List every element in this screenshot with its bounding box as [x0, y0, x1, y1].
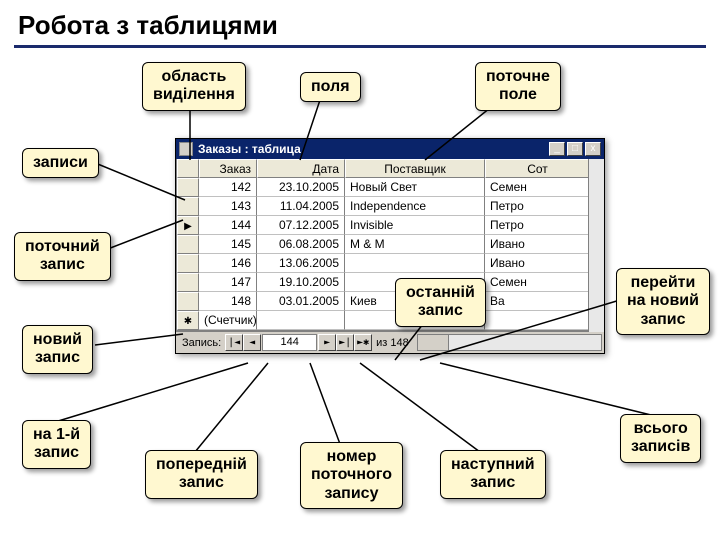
row-selector[interactable] — [177, 292, 199, 311]
callout-current-record: поточнийзапис — [14, 232, 111, 281]
cell[interactable]: 148 — [199, 292, 257, 311]
title-rule — [14, 45, 706, 48]
horizontal-scrollbar[interactable] — [417, 334, 602, 351]
cell[interactable]: 11.04.2005 — [257, 197, 345, 216]
table-window: Заказы : таблица _ □ x Заказ Дата Постав… — [175, 138, 605, 354]
table-row[interactable]: 142 23.10.2005 Новый Свет Семен — [177, 178, 603, 197]
nav-last-button[interactable]: ►| — [336, 334, 354, 351]
cell[interactable]: 23.10.2005 — [257, 178, 345, 197]
cell[interactable]: 145 — [199, 235, 257, 254]
callout-fields: поля — [300, 72, 361, 102]
callout-prev-record: попереднійзапис — [145, 450, 258, 499]
row-selector[interactable] — [177, 273, 199, 292]
window-title: Заказы : таблица — [198, 142, 547, 156]
cell[interactable]: Новый Свет — [345, 178, 485, 197]
cell[interactable]: 03.01.2005 — [257, 292, 345, 311]
row-selector[interactable] — [177, 235, 199, 254]
data-grid: Заказ Дата Поставщик Сот 142 23.10.2005 … — [176, 159, 604, 331]
callout-total-records: всьогозаписів — [620, 414, 701, 463]
row-selector-new[interactable]: ✱ — [177, 311, 199, 330]
table-row[interactable]: 143 11.04.2005 Independence Петро — [177, 197, 603, 216]
cell[interactable]: Петро — [485, 197, 590, 216]
cell[interactable] — [345, 254, 485, 273]
vertical-scrollbar[interactable] — [588, 159, 604, 332]
nav-current-input[interactable]: 144 — [262, 334, 317, 351]
row-selector-current[interactable]: ▶ — [177, 216, 199, 235]
cell[interactable]: Петро — [485, 216, 590, 235]
cell-counter[interactable]: (Счетчик) — [199, 311, 257, 330]
cell[interactable]: 19.10.2005 — [257, 273, 345, 292]
callout-current-num: номерпоточногозапису — [300, 442, 403, 509]
column-header-date[interactable]: Дата — [257, 159, 345, 178]
cell[interactable]: Ивано — [485, 235, 590, 254]
callout-goto-new: перейтина новийзапис — [616, 268, 710, 335]
column-header-order[interactable]: Заказ — [199, 159, 257, 178]
table-row[interactable]: 145 06.08.2005 M & M Ивано — [177, 235, 603, 254]
cell[interactable] — [257, 311, 345, 330]
column-header-emp[interactable]: Сот — [485, 159, 590, 178]
row-selector[interactable] — [177, 254, 199, 273]
table-row[interactable]: 146 13.06.2005 Ивано — [177, 254, 603, 273]
nav-first-button[interactable]: |◄ — [225, 334, 243, 351]
cell[interactable]: Independence — [345, 197, 485, 216]
record-label: Запись: — [182, 337, 221, 349]
nav-next-button[interactable]: ► — [318, 334, 336, 351]
cell[interactable]: Invisible — [345, 216, 485, 235]
cell[interactable]: 144 — [199, 216, 257, 235]
page-title: Робота з таблицями — [0, 0, 720, 45]
cell[interactable]: 06.08.2005 — [257, 235, 345, 254]
record-navbar: Запись: |◄ ◄ 144 ► ►| ►✱ из 148 — [176, 331, 604, 353]
callout-selection-area: областьвиділення — [142, 62, 246, 111]
table-row-new[interactable]: ✱ (Счетчик) — [177, 311, 603, 330]
cell[interactable]: 143 — [199, 197, 257, 216]
callout-records: записи — [22, 148, 99, 178]
callout-last-record: останнійзапис — [395, 278, 486, 327]
callout-new-record: новийзапис — [22, 325, 93, 374]
cell[interactable]: 13.06.2005 — [257, 254, 345, 273]
cell[interactable]: 146 — [199, 254, 257, 273]
close-button[interactable]: x — [585, 142, 601, 156]
table-row[interactable]: 148 03.01.2005 Киев Ba — [177, 292, 603, 311]
cell[interactable] — [485, 311, 590, 330]
column-header-supplier[interactable]: Поставщик — [345, 159, 485, 178]
window-icon — [179, 142, 193, 156]
cell[interactable]: 07.12.2005 — [257, 216, 345, 235]
cell[interactable]: Семен — [485, 178, 590, 197]
cell[interactable]: 142 — [199, 178, 257, 197]
nav-prev-button[interactable]: ◄ — [243, 334, 261, 351]
nav-new-button[interactable]: ►✱ — [354, 334, 372, 351]
row-selector[interactable] — [177, 178, 199, 197]
grid-header: Заказ Дата Поставщик Сот — [177, 159, 603, 178]
select-all-cell[interactable] — [177, 159, 199, 178]
row-selector[interactable] — [177, 197, 199, 216]
cell[interactable]: Семен — [485, 273, 590, 292]
nav-total-label: из 148 — [376, 337, 409, 349]
cell[interactable]: 147 — [199, 273, 257, 292]
maximize-button[interactable]: □ — [567, 142, 583, 156]
minimize-button[interactable]: _ — [549, 142, 565, 156]
titlebar: Заказы : таблица _ □ x — [176, 139, 604, 159]
cell[interactable]: M & M — [345, 235, 485, 254]
callout-current-field: поточнеполе — [475, 62, 561, 111]
cell[interactable]: Ивано — [485, 254, 590, 273]
callout-next-record: наступнийзапис — [440, 450, 546, 499]
table-row[interactable]: 147 19.10.2005 Семен — [177, 273, 603, 292]
table-row-current[interactable]: ▶ 144 07.12.2005 Invisible Петро — [177, 216, 603, 235]
callout-goto-first: на 1-йзапис — [22, 420, 91, 469]
cell[interactable]: Ba — [485, 292, 590, 311]
